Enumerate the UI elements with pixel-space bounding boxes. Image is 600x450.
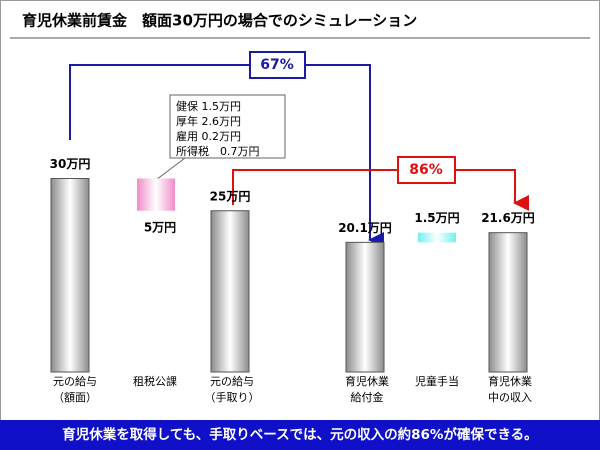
x-tick-label: 育児休業 給付金: [345, 375, 389, 404]
connector: [69, 64, 250, 140]
bar: [345, 241, 385, 373]
x-tick-label: 育児休業 中の収入: [488, 375, 532, 404]
bar: [50, 178, 90, 373]
bar: [137, 178, 175, 211]
value-label: 5万円: [144, 220, 176, 234]
callout-text: 所得税 0.7万円: [176, 144, 260, 158]
ratio-label: 67%: [260, 57, 294, 73]
bar: [488, 232, 528, 373]
ratio-box: [397, 156, 456, 184]
bar: [418, 232, 456, 243]
callout-text: 雇用 0.2万円: [176, 129, 241, 143]
value-label: 20.1万円: [338, 221, 392, 235]
x-tick-label: 租税公課: [133, 375, 177, 388]
value-label: 30万円: [50, 157, 91, 171]
ratio-label: 86%: [409, 162, 443, 178]
x-tick-label: 元の給与 （手取り）: [204, 375, 260, 404]
bar: [210, 210, 250, 373]
ratio-box: [249, 51, 306, 79]
value-label: 21.6万円: [481, 211, 535, 225]
footer-text: 育児休業を取得しても、手取りベースでは、元の収入の約86%が確保できる。: [62, 426, 537, 443]
footer-band: [0, 420, 600, 450]
x-tick-label: 元の給与 （額面）: [53, 375, 97, 404]
value-label: 1.5万円: [414, 211, 459, 225]
callout-box: [169, 94, 286, 159]
chart-title: 育児休業前賃金 額面30万円の場合でのシミュレーション: [22, 12, 417, 30]
x-tick-label: 児童手当: [415, 375, 459, 388]
connector: [455, 169, 529, 211]
connector: [305, 64, 384, 248]
value-label: 25万円: [210, 189, 251, 203]
callout-text: 厚年 2.6万円: [176, 114, 241, 128]
callout-text: 健保 1.5万円: [176, 99, 241, 113]
connector: [232, 169, 398, 205]
